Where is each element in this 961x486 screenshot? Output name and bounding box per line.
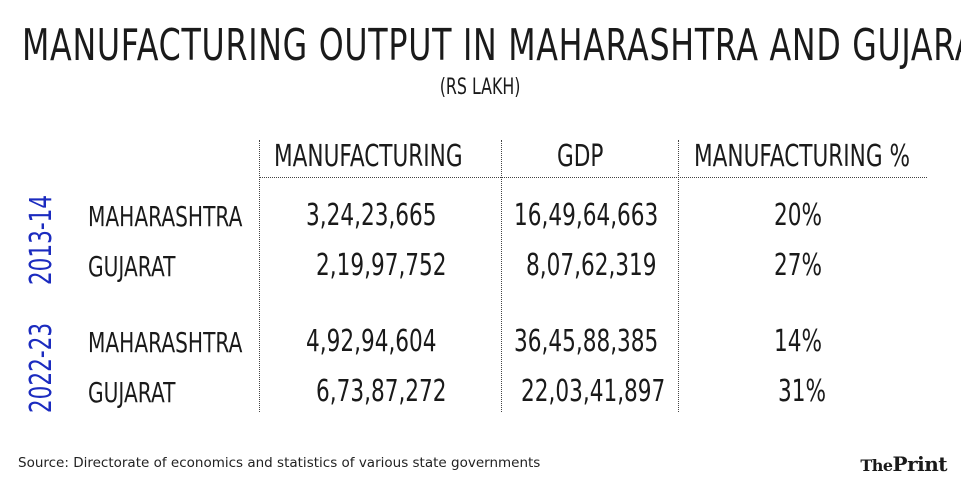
row-state-label: MAHARASHTRA [88,326,243,359]
chart-subtitle: (RS LAKH) [440,75,521,100]
cell-gdp: 36,45,88,385 [514,324,659,359]
header-divider [259,177,927,178]
source-note: Source: Directorate of economics and sta… [18,455,541,471]
theprint-logo: ThePrint [860,452,947,476]
cell-gdp: 8,07,62,319 [526,248,657,283]
chart-title: MANUFACTURING OUTPUT IN MAHARASHTRA AND … [22,20,961,71]
cell-gdp: 16,49,64,663 [514,198,659,233]
period-label-2022-23: 2022-23 [24,322,59,414]
period-label-2013-14: 2013-14 [24,194,59,286]
row-state-label: GUJARAT [88,376,176,409]
column-divider [501,140,502,412]
row-state-label: MAHARASHTRA [88,200,243,233]
column-divider [678,140,679,412]
cell-manufacturing: 6,73,87,272 [316,374,447,409]
cell-manufacturing: 2,19,97,752 [316,248,447,283]
cell-pct: 20% [774,198,823,233]
column-divider [259,140,260,412]
cell-manufacturing: 4,92,94,604 [306,324,437,359]
column-header-gdp: GDP [557,139,604,174]
cell-manufacturing: 3,24,23,665 [306,198,437,233]
column-header-manufacturing: MANUFACTURING [274,139,463,174]
cell-pct: 14% [774,324,823,359]
cell-pct: 31% [778,374,827,409]
cell-pct: 27% [774,248,823,283]
row-state-label: GUJARAT [88,250,176,283]
cell-gdp: 22,03,41,897 [521,374,666,409]
column-header-manufacturing-pct: MANUFACTURING % [694,139,910,174]
